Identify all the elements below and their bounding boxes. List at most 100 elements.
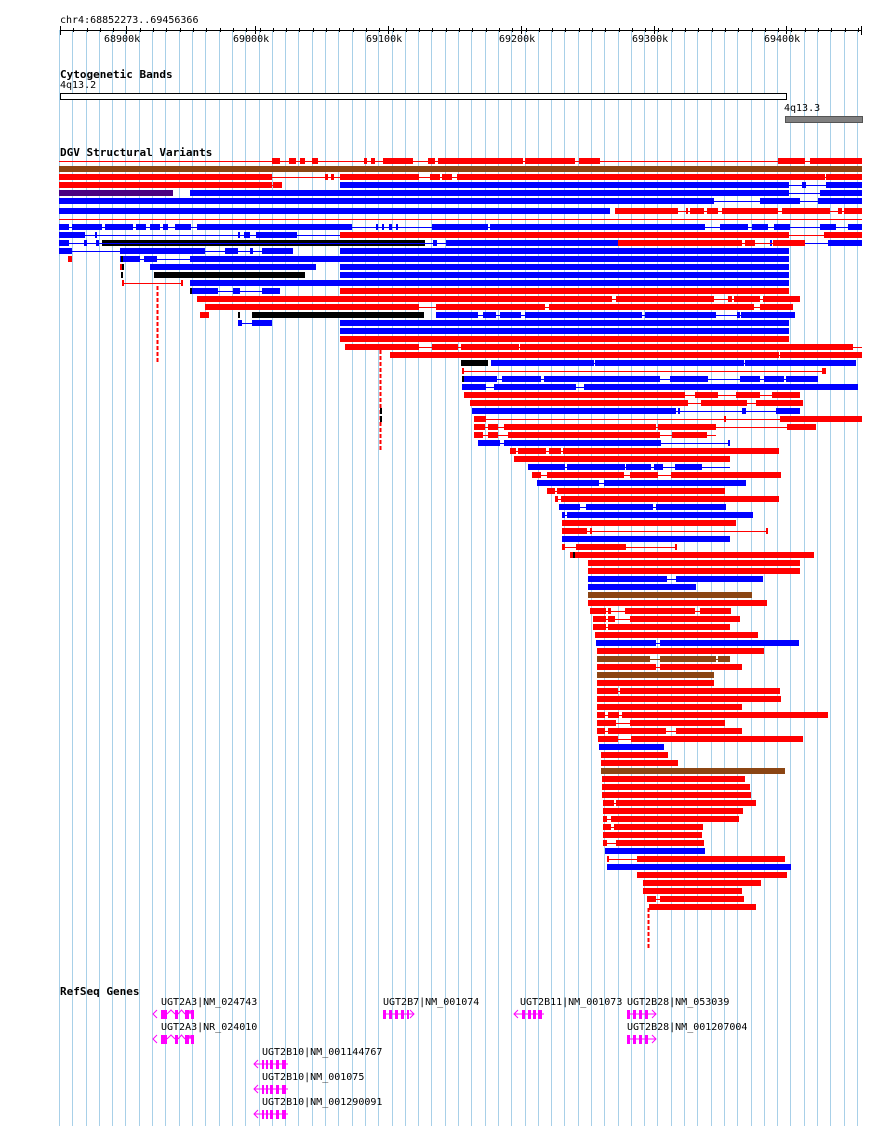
dgv-variant[interactable] (537, 480, 746, 486)
dgv-variant[interactable] (59, 166, 862, 172)
dgv-variant[interactable] (340, 264, 789, 270)
dgv-variant[interactable] (603, 824, 703, 830)
dgv-variant[interactable] (602, 784, 750, 790)
dgv-variant[interactable] (238, 320, 272, 326)
dgv-variant[interactable] (59, 232, 350, 238)
dgv-variant[interactable] (601, 760, 678, 766)
dgv-variant[interactable] (340, 272, 789, 278)
dgv-variant[interactable] (597, 656, 730, 662)
dgv-variant[interactable] (555, 496, 779, 502)
dgv-variant[interactable] (598, 736, 803, 742)
dgv-variant[interactable] (390, 352, 862, 358)
dgv-variant[interactable] (528, 464, 730, 470)
dgv-variant[interactable] (462, 376, 818, 382)
dgv-variant[interactable] (588, 560, 800, 566)
cytoband-4q13-3[interactable] (785, 116, 863, 123)
dgv-variant[interactable] (514, 456, 730, 462)
dgv-variant[interactable] (461, 360, 488, 366)
gene-model[interactable] (152, 1034, 194, 1044)
gene-model[interactable] (513, 1009, 544, 1019)
gene-model[interactable] (253, 1059, 288, 1069)
dgv-variant[interactable] (562, 544, 677, 550)
dgv-variant[interactable] (602, 792, 751, 798)
gene-model[interactable] (627, 1034, 657, 1044)
dgv-variant[interactable] (603, 808, 743, 814)
dgv-variant[interactable] (637, 872, 787, 878)
dgv-variant[interactable] (150, 264, 316, 270)
dgv-variant[interactable] (197, 296, 800, 302)
dgv-variant[interactable] (340, 288, 789, 294)
dgv-variant[interactable] (472, 408, 800, 414)
dgv-variant[interactable] (603, 800, 756, 806)
dgv-variant[interactable] (601, 752, 668, 758)
dgv-variant[interactable] (590, 608, 731, 614)
dgv-variant[interactable] (200, 312, 209, 318)
dgv-variant[interactable] (643, 888, 742, 894)
cytoband-4q13-2[interactable] (60, 93, 787, 100)
dgv-variant[interactable] (597, 648, 764, 654)
dgv-variant[interactable] (59, 208, 610, 214)
dgv-variant[interactable] (562, 528, 768, 534)
dgv-variant[interactable] (597, 728, 742, 734)
dgv-variant[interactable] (603, 832, 702, 838)
dgv-variant[interactable] (596, 640, 799, 646)
dgv-variant[interactable] (605, 848, 705, 854)
dgv-variant[interactable] (462, 368, 826, 374)
dgv-variant[interactable] (570, 552, 814, 558)
dgv-variant[interactable] (603, 816, 739, 822)
dgv-variant[interactable] (478, 440, 730, 446)
dgv-variant[interactable] (205, 304, 793, 310)
dgv-variant[interactable] (474, 432, 716, 438)
dgv-variant[interactable] (588, 568, 800, 574)
dgv-variant[interactable] (597, 680, 714, 686)
dgv-variant[interactable] (593, 624, 730, 630)
dgv-variant[interactable] (120, 256, 789, 262)
dgv-variant[interactable] (122, 280, 183, 286)
dgv-variant[interactable] (597, 688, 780, 694)
dgv-variant[interactable] (345, 344, 862, 350)
dgv-variant[interactable] (547, 488, 725, 494)
dgv-variant[interactable] (464, 392, 800, 398)
dgv-variant[interactable] (588, 592, 752, 598)
dgv-variant[interactable] (597, 664, 742, 670)
dgv-variant[interactable] (474, 424, 816, 430)
dgv-variant[interactable] (470, 400, 803, 406)
dgv-variant[interactable] (597, 720, 725, 726)
dgv-variant[interactable] (597, 696, 781, 702)
dgv-variant[interactable] (588, 576, 763, 582)
dgv-variant[interactable] (190, 288, 280, 294)
dgv-variant[interactable] (59, 190, 173, 196)
dgv-variant[interactable] (593, 616, 740, 622)
dgv-variant[interactable] (618, 240, 805, 246)
dgv-variant[interactable] (607, 856, 785, 862)
dgv-variant[interactable] (562, 520, 736, 526)
dgv-variant[interactable] (462, 384, 858, 390)
gene-model[interactable] (383, 1009, 415, 1019)
gene-model[interactable] (253, 1084, 288, 1094)
dgv-variant[interactable] (601, 768, 785, 774)
dgv-variant[interactable] (340, 328, 789, 334)
dgv-variant[interactable] (649, 904, 756, 910)
dgv-variant[interactable] (643, 880, 761, 886)
dgv-variant[interactable] (595, 632, 758, 638)
dgv-variant[interactable] (532, 472, 781, 478)
dgv-variant[interactable] (436, 312, 795, 318)
dgv-variant[interactable] (474, 416, 862, 422)
dgv-variant[interactable] (491, 360, 856, 366)
dgv-variant[interactable] (340, 232, 862, 238)
dgv-variant[interactable] (252, 312, 424, 318)
dgv-variant[interactable] (599, 744, 664, 750)
dgv-variant[interactable] (59, 248, 293, 254)
dgv-variant[interactable] (68, 256, 72, 262)
dgv-variant[interactable] (597, 672, 714, 678)
dgv-variant[interactable] (340, 182, 862, 188)
dgv-variant[interactable] (597, 712, 828, 718)
dgv-variant[interactable] (340, 336, 789, 342)
dgv-variant[interactable] (510, 448, 779, 454)
dgv-variant[interactable] (588, 600, 767, 606)
dgv-variant[interactable] (562, 536, 730, 542)
dgv-variant[interactable] (602, 776, 745, 782)
dgv-variant[interactable] (607, 864, 791, 870)
dgv-variant[interactable] (340, 320, 789, 326)
